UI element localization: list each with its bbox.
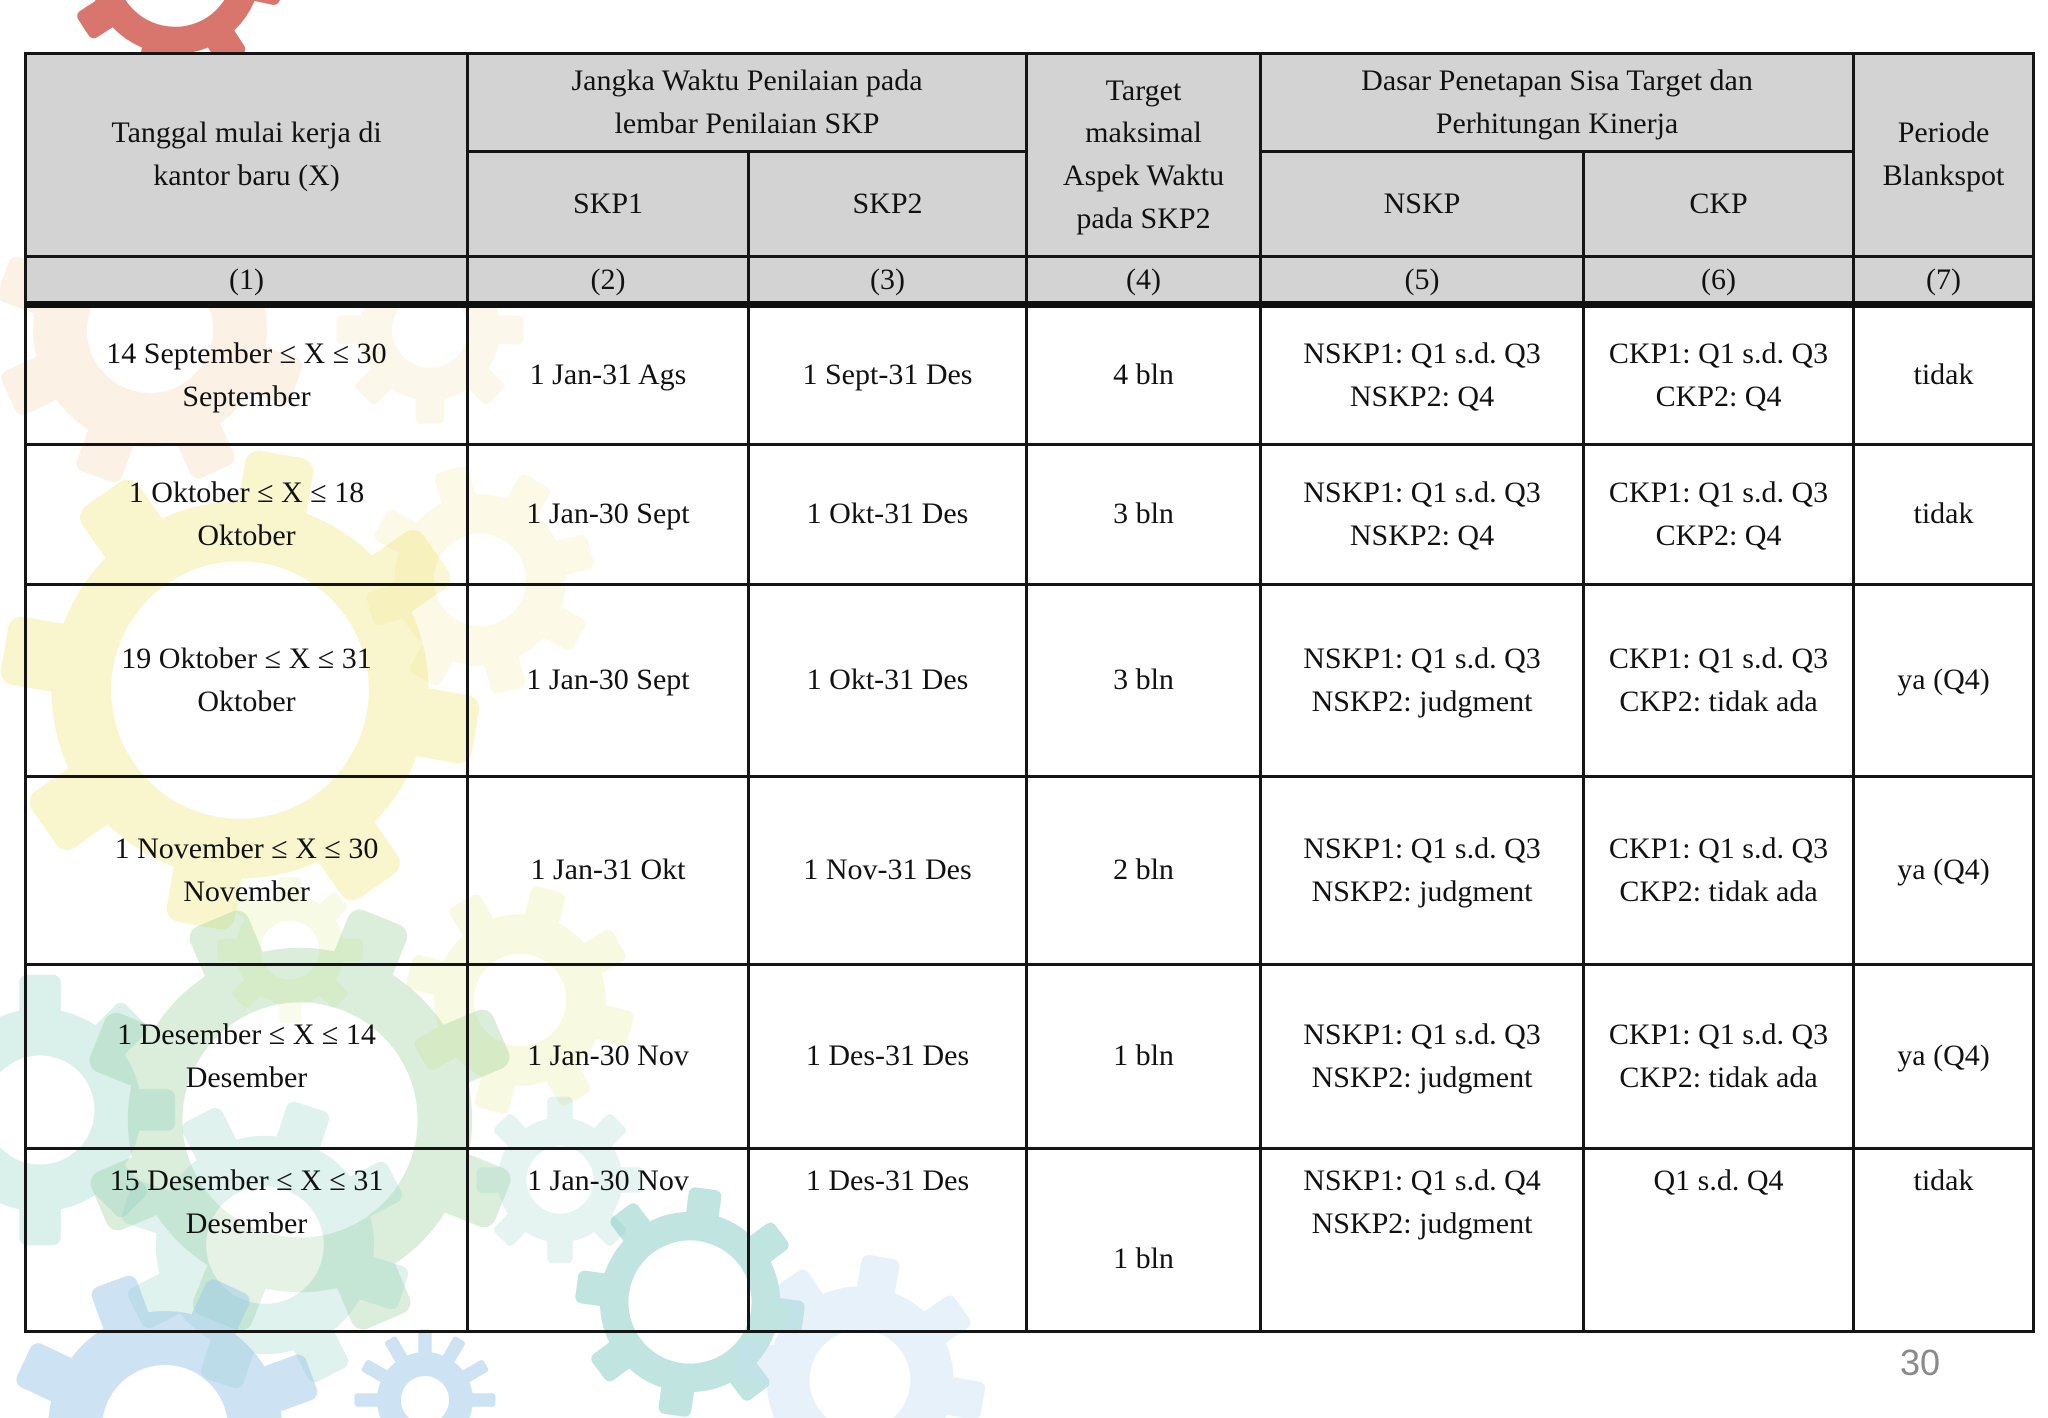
cell-blankspot: ya (Q4) bbox=[1852, 963, 2036, 1150]
cell-nskp: NSKP1: Q1 s.d. Q3 NSKP2: judgment bbox=[1259, 583, 1585, 778]
cell-skp1: 1 Jan-31 Okt bbox=[466, 775, 750, 966]
table-row: 19 Oktober ≤ X ≤ 31 Oktober 1 Jan-30 Sep… bbox=[24, 583, 2036, 778]
col-number-2: (2) bbox=[466, 255, 750, 308]
header-row-groups: Tanggal mulai kerja di kantor baru (X) J… bbox=[24, 52, 2036, 258]
gear-icon bbox=[354, 1329, 496, 1418]
cell-ckp: CKP1: Q1 s.d. Q3 CKP2: Q4 bbox=[1581, 443, 1856, 586]
cell-target: 3 bln bbox=[1025, 443, 1262, 586]
cell-blankspot: tidak bbox=[1852, 303, 2036, 446]
table-row: 1 Desember ≤ X ≤ 14 Desember 1 Jan-30 No… bbox=[24, 963, 2036, 1150]
cell-target: 3 bln bbox=[1025, 583, 1262, 778]
table-row: 14 September ≤ X ≤ 30 September 1 Jan-31… bbox=[24, 303, 2036, 446]
header-tanggal: Tanggal mulai kerja di kantor baru (X) bbox=[24, 52, 469, 258]
col-number-4: (4) bbox=[1025, 255, 1262, 308]
cell-skp1: 1 Jan-30 Nov bbox=[466, 963, 750, 1150]
cell-skp1: 1 Jan-30 Sept bbox=[466, 443, 750, 586]
header-target-maksimal: Target maksimal Aspek Waktu pada SKP2 bbox=[1025, 52, 1262, 258]
cell-blankspot: tidak bbox=[1852, 1147, 2036, 1333]
cell-ckp: CKP1: Q1 s.d. Q3 CKP2: Q4 bbox=[1581, 303, 1856, 446]
header-skp2: SKP2 bbox=[747, 150, 1028, 258]
cell-tanggal: 19 Oktober ≤ X ≤ 31 Oktober bbox=[24, 583, 469, 778]
cell-skp2: 1 Nov-31 Des bbox=[747, 775, 1028, 966]
cell-target: 1 bln bbox=[1025, 1147, 1262, 1333]
page-number: 30 bbox=[1899, 1342, 1940, 1383]
cell-tanggal: 1 Oktober ≤ X ≤ 18 Oktober bbox=[24, 443, 469, 586]
cell-tanggal: 1 Desember ≤ X ≤ 14 Desember bbox=[24, 963, 469, 1150]
header-jangka-waktu-group: Jangka Waktu Penilaian pada lembar Penil… bbox=[466, 52, 1028, 153]
cell-target: 4 bln bbox=[1025, 303, 1262, 446]
header-nskp: NSKP bbox=[1259, 150, 1585, 258]
cell-ckp: Q1 s.d. Q4 bbox=[1581, 1147, 1856, 1333]
cell-skp2: 1 Des-31 Des bbox=[747, 963, 1028, 1150]
cell-skp2: 1 Okt-31 Des bbox=[747, 583, 1028, 778]
header-skp1: SKP1 bbox=[466, 150, 750, 258]
cell-target: 1 bln bbox=[1025, 963, 1262, 1150]
cell-skp1: 1 Jan-30 Nov bbox=[466, 1147, 750, 1333]
table-row: 15 Desember ≤ X ≤ 31 Desember 1 Jan-30 N… bbox=[24, 1147, 2036, 1333]
cell-ckp: CKP1: Q1 s.d. Q3 CKP2: tidak ada bbox=[1581, 963, 1856, 1150]
cell-skp2: 1 Sept-31 Des bbox=[747, 303, 1028, 446]
cell-blankspot: ya (Q4) bbox=[1852, 583, 2036, 778]
cell-nskp: NSKP1: Q1 s.d. Q3 NSKP2: Q4 bbox=[1259, 303, 1585, 446]
cell-nskp: NSKP1: Q1 s.d. Q3 NSKP2: judgment bbox=[1259, 775, 1585, 966]
column-number-row: (1) (2) (3) (4) (5) (6) (7) bbox=[24, 255, 2036, 308]
header-ckp: CKP bbox=[1581, 150, 1856, 258]
cell-nskp: NSKP1: Q1 s.d. Q4 NSKP2: judgment bbox=[1259, 1147, 1585, 1333]
col-number-5: (5) bbox=[1259, 255, 1585, 308]
cell-blankspot: tidak bbox=[1852, 443, 2036, 586]
header-row-sub: SKP1 SKP2 NSKP CKP bbox=[26, 150, 2034, 258]
cell-ckp: CKP1: Q1 s.d. Q3 CKP2: tidak ada bbox=[1581, 583, 1856, 778]
cell-tanggal: 15 Desember ≤ X ≤ 31 Desember bbox=[24, 1147, 469, 1333]
cell-skp1: 1 Jan-30 Sept bbox=[466, 583, 750, 778]
cell-blankspot: ya (Q4) bbox=[1852, 775, 2036, 966]
header-dasar-penetapan-group: Dasar Penetapan Sisa Target dan Perhitun… bbox=[1258, 52, 1856, 153]
header-periode-blankspot: Periode Blankspot bbox=[1852, 52, 2036, 258]
cell-target: 2 bln bbox=[1025, 775, 1262, 966]
cell-skp2: 1 Okt-31 Des bbox=[747, 443, 1028, 586]
table-row: 1 November ≤ X ≤ 30 November 1 Jan-31 Ok… bbox=[24, 775, 2036, 966]
col-number-3: (3) bbox=[747, 255, 1028, 308]
cell-nskp: NSKP1: Q1 s.d. Q3 NSKP2: judgment bbox=[1259, 963, 1585, 1150]
col-number-6: (6) bbox=[1581, 255, 1856, 308]
cell-nskp: NSKP1: Q1 s.d. Q3 NSKP2: Q4 bbox=[1259, 443, 1585, 586]
cell-tanggal: 1 November ≤ X ≤ 30 November bbox=[24, 775, 469, 966]
cell-skp1: 1 Jan-31 Ags bbox=[466, 303, 750, 446]
cell-skp2: 1 Des-31 Des bbox=[747, 1147, 1028, 1333]
col-number-1: (1) bbox=[24, 255, 469, 308]
cell-tanggal: 14 September ≤ X ≤ 30 September bbox=[24, 303, 469, 446]
col-number-7: (7) bbox=[1852, 255, 2036, 308]
blankspot-schedule-table: Tanggal mulai kerja di kantor baru (X) J… bbox=[24, 52, 2036, 1333]
table-row: 1 Oktober ≤ X ≤ 18 Oktober 1 Jan-30 Sept… bbox=[24, 443, 2036, 586]
cell-ckp: CKP1: Q1 s.d. Q3 CKP2: tidak ada bbox=[1581, 775, 1856, 966]
